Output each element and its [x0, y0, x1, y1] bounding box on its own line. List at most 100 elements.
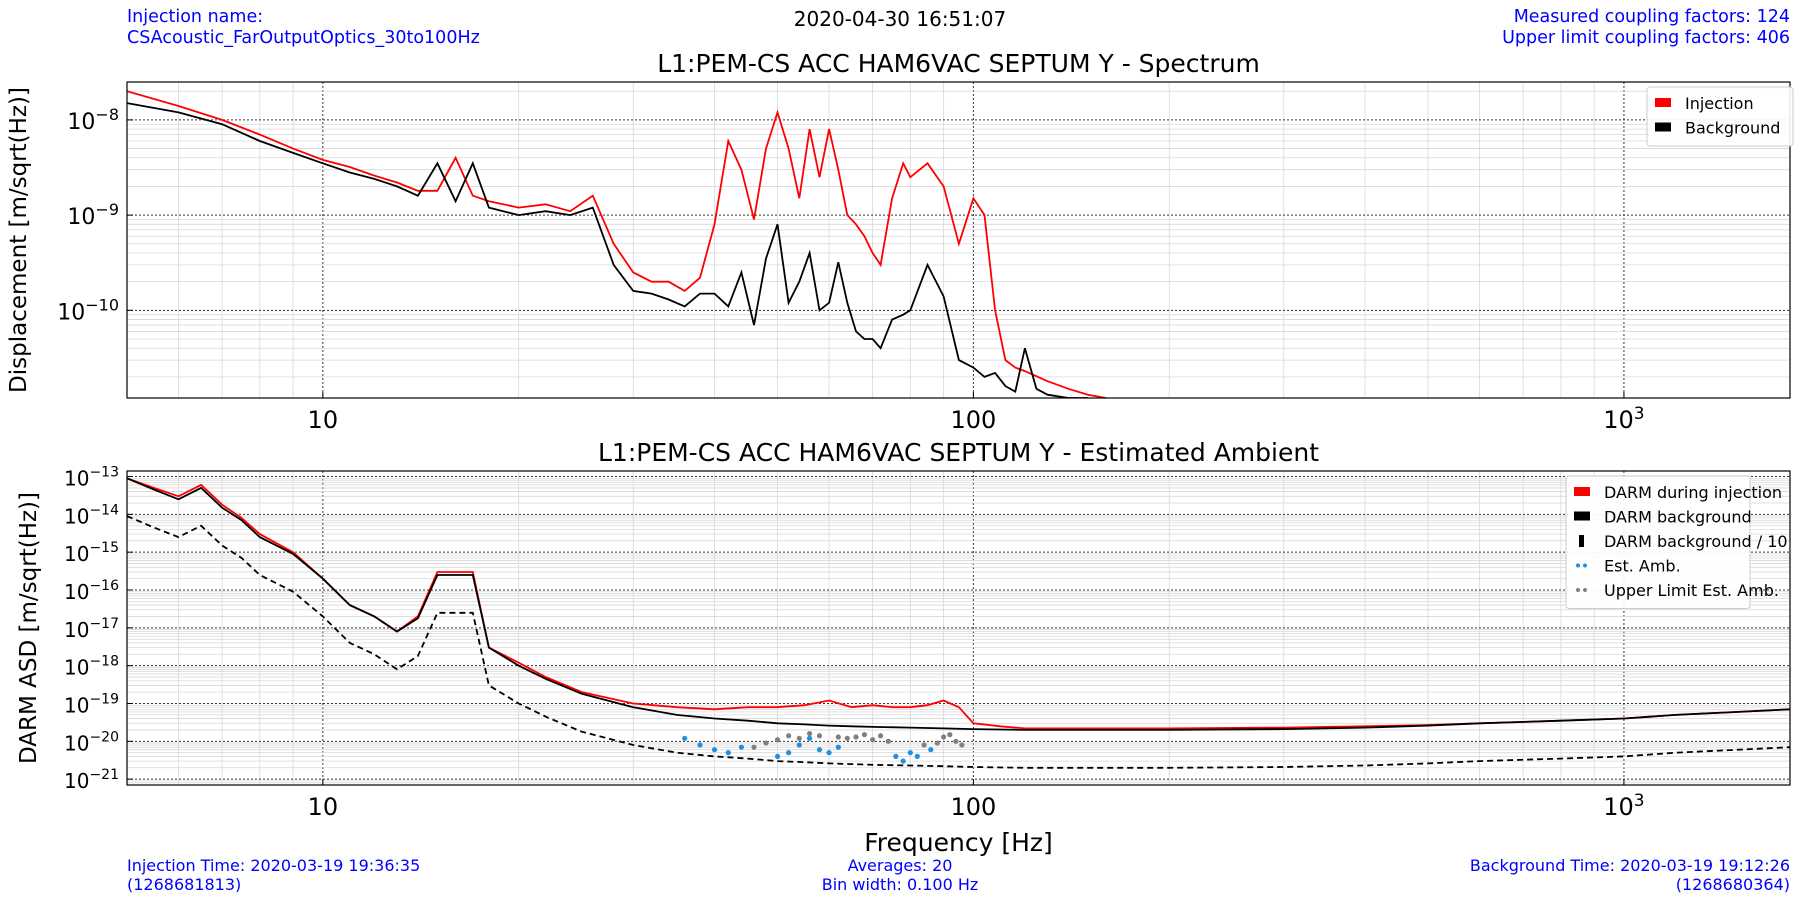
- bin-width: Bin width: 0.100 Hz: [821, 875, 979, 894]
- legend-label: DARM background / 10: [1604, 532, 1788, 551]
- series-est-amb-point: [786, 750, 792, 756]
- background-gps: (1268680364): [1675, 875, 1790, 894]
- legend-box: [1646, 86, 1794, 147]
- injection-time-info: Injection Time: 2020-03-19 19:36:35 (126…: [127, 856, 420, 894]
- x-tick-label: 10: [308, 793, 339, 821]
- x-tick-label: 100: [950, 793, 996, 821]
- x-tick-label: 100: [950, 406, 996, 434]
- x-tick-label: 103: [1603, 791, 1644, 821]
- series-darm-background-line: [127, 477, 1790, 731]
- y-axis-label: DARM ASD [m/sqrt(Hz)]: [16, 492, 42, 764]
- series-est-amb-point: [893, 753, 899, 759]
- legend-swatch: [1583, 563, 1587, 568]
- series-upper-limit-est-amb-point: [959, 742, 965, 748]
- series-est-amb-point: [738, 744, 745, 750]
- series-upper-limit-est-amb-point: [844, 735, 850, 741]
- series-upper-limit-est-amb-point: [853, 734, 859, 740]
- series-upper-limit-est-amb-point: [796, 735, 802, 741]
- y-axis-label: Displacement [m/sqrt(Hz)]: [6, 87, 32, 393]
- series-est-amb-point: [725, 750, 731, 756]
- series-darm-background-10-line: [127, 515, 1790, 769]
- plot-title: L1:PEM-CS ACC HAM6VAC SEPTUM Y - Estimat…: [598, 438, 1319, 467]
- y-tick-label: 10−13: [64, 465, 119, 491]
- legend-label: DARM background: [1604, 508, 1752, 527]
- series-est-amb-point: [711, 747, 718, 753]
- series-upper-limit-est-amb-point: [921, 742, 927, 748]
- series-upper-limit-est-amb-point: [861, 732, 868, 738]
- y-tick-label: 10−16: [64, 578, 119, 604]
- legend-box: [1565, 475, 1751, 609]
- series-upper-limit-est-amb-point: [947, 732, 953, 738]
- y-tick-label: 10−19: [64, 691, 119, 717]
- legend-label: Est. Amb.: [1604, 557, 1681, 576]
- series-est-amb-point: [682, 735, 688, 741]
- series-upper-limit-est-amb-point: [806, 730, 813, 737]
- legend-swatch: [1583, 588, 1587, 592]
- series-est-amb-point: [774, 753, 781, 759]
- averages: Averages: 20: [847, 856, 953, 875]
- y-tick-label: 10−8: [67, 105, 119, 135]
- x-axis-label: Frequency [Hz]: [864, 828, 1053, 857]
- series-upper-limit-est-amb-point: [885, 738, 891, 744]
- y-tick-label: 10−20: [64, 729, 119, 755]
- legend: Injection Background: [1646, 86, 1794, 147]
- series-group: [127, 90, 1107, 398]
- legend: DARM during injection DARM background DARM…: [1565, 475, 1788, 609]
- series-est-amb-point: [907, 750, 913, 756]
- legend-swatch: [1655, 122, 1671, 132]
- series-upper-limit-est-amb-point: [934, 740, 940, 746]
- series-upper-limit-est-amb-point: [941, 734, 947, 740]
- background-time: Background Time: 2020-03-19 19:12:26: [1469, 856, 1790, 875]
- y-tick-label: 10−18: [64, 654, 119, 680]
- legend-swatch: [1574, 487, 1590, 496]
- series-est-amb-point: [816, 747, 823, 753]
- background-time-info: Background Time: 2020-03-19 19:12:26 (12…: [1470, 856, 1790, 894]
- legend-swatch: [1579, 535, 1584, 547]
- y-tick-label: 10−9: [67, 200, 119, 230]
- y-tick-label: 10−17: [64, 616, 119, 642]
- injection-time: Injection Time: 2020-03-19 19:36:35: [127, 856, 421, 875]
- series-upper-limit-est-amb-point: [786, 733, 792, 739]
- series-est-amb-point: [806, 735, 813, 741]
- series-est-amb-point: [826, 750, 832, 756]
- series-est-amb-point: [835, 744, 841, 750]
- series-upper-limit-est-amb-point: [763, 740, 769, 746]
- series-est-amb-point: [900, 758, 906, 764]
- legend-swatch: [1576, 588, 1580, 592]
- legend-label: DARM during injection: [1604, 483, 1782, 502]
- series-est-amb-point: [796, 742, 802, 748]
- series-est-amb-point: [914, 753, 920, 759]
- injection-name: CSAcoustic_FarOutputOptics_30to100Hz: [127, 28, 480, 48]
- series-injection-line: [127, 90, 1107, 398]
- x-tick-label: 10: [308, 406, 339, 434]
- legend-swatch: [1576, 563, 1580, 568]
- injection-gps: (1268681813): [127, 875, 242, 894]
- injection-label: Injection name:: [127, 7, 264, 27]
- series-upper-limit-est-amb-point: [816, 733, 823, 739]
- legend-label: Background: [1685, 119, 1780, 138]
- datetime-stamp: 2020-04-30 16:51:07: [793, 7, 1007, 31]
- plot-panel-1: 10 100 103 10−10 10−9 10−8 L1:PEM-CS ACC HAM6V…: [6, 49, 1794, 434]
- series-est-amb-point: [697, 742, 703, 748]
- y-tick-label: 10−21: [64, 767, 119, 793]
- y-tick-label: 10−15: [64, 540, 119, 566]
- legend-label: Upper Limit Est. Amb.: [1604, 581, 1779, 600]
- x-tick-label: 103: [1603, 404, 1644, 434]
- series-upper-limit-est-amb-point: [835, 734, 841, 740]
- averaging-info: Averages: 20 Bin width: 0.100 Hz: [0, 856, 1800, 894]
- series-group: [127, 477, 1790, 769]
- plot-frame: [126, 81, 1791, 399]
- y-tick-label: 10−10: [57, 295, 119, 325]
- series-upper-limit-est-amb-point: [751, 744, 757, 750]
- upper-limit-coupling-factors: Upper limit coupling factors: 406: [1502, 28, 1790, 48]
- series-upper-limit-est-amb-point: [877, 733, 884, 739]
- series-upper-limit-est-amb-point: [774, 737, 781, 743]
- series-upper-limit-est-amb-point: [870, 737, 876, 743]
- legend-swatch: [1655, 98, 1671, 107]
- coupling-factors: Measured coupling factors: 124 Upper lim…: [1502, 7, 1790, 49]
- y-tick-label: 10−14: [64, 502, 119, 528]
- plot-panel-2: 10 100 103 10−21 10−20 10−19 10−18 10−17 10−16 10…: [16, 438, 1791, 857]
- plot-frame: [126, 470, 1791, 786]
- legend-swatch: [1574, 511, 1590, 521]
